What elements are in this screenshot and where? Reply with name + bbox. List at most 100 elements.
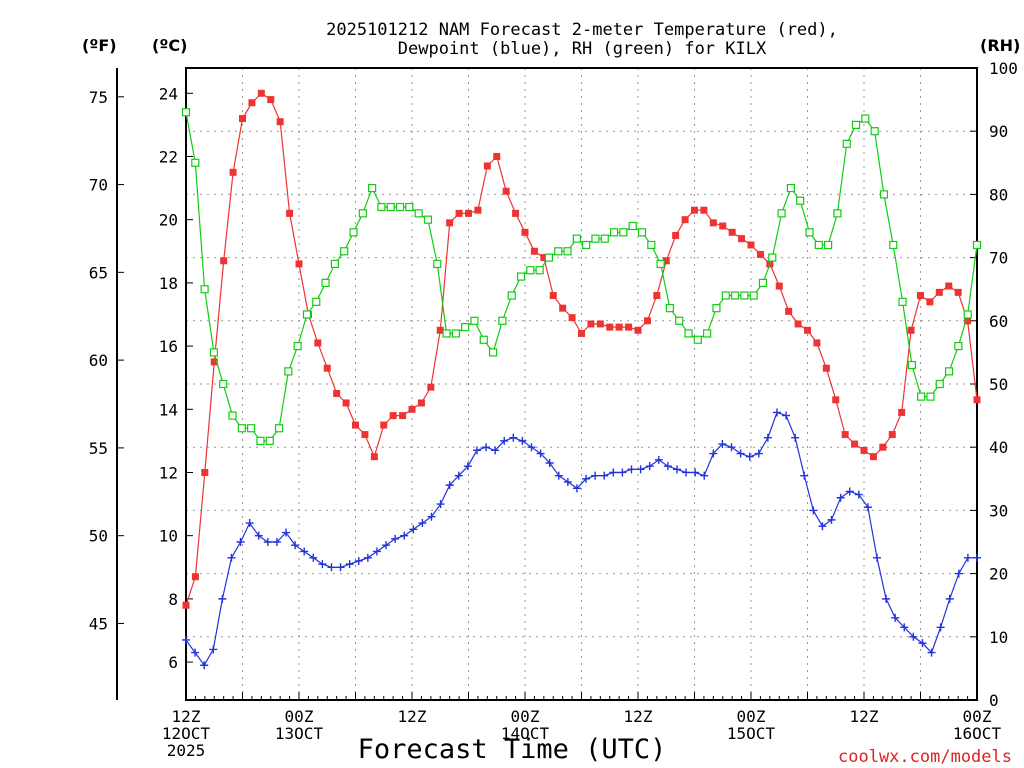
temperature-point (756, 250, 764, 258)
x-tick-label: 16OCT (953, 724, 1002, 743)
rh-point (917, 392, 926, 401)
rh-point (284, 367, 293, 376)
x-tick-label: 12Z (398, 707, 427, 726)
temperature-point (700, 206, 708, 214)
rh-point (498, 316, 507, 325)
temperature-point (436, 326, 444, 334)
temperature-point (286, 209, 294, 217)
dewpoint-point (963, 553, 972, 562)
temperature-point (728, 228, 736, 236)
temperature-point (512, 209, 520, 217)
dewpoint-point (636, 465, 645, 474)
rh-point (358, 209, 367, 218)
rh-point (200, 285, 209, 294)
temperature-point (615, 323, 623, 331)
temperature-point (879, 443, 887, 451)
dewpoint-point (309, 553, 318, 562)
celsius-tick-label: 12 (159, 463, 178, 482)
chart-title-line1: 2025101212 NAM Forecast 2-meter Temperat… (326, 20, 838, 40)
dewpoint-point (363, 553, 372, 562)
temperature-point (267, 96, 275, 104)
temperature-point (417, 399, 425, 407)
dewpoint-point (609, 468, 618, 477)
temperature-point (625, 323, 633, 331)
rh-point (526, 266, 535, 275)
rh-tick-label: 20 (989, 565, 1008, 584)
dewpoint-point (263, 538, 272, 546)
rh-point (619, 228, 628, 237)
rh-point (312, 297, 321, 306)
fahrenheit-tick-label: 75 (89, 88, 108, 107)
temperature-point (333, 389, 341, 397)
dewpoint-point (218, 594, 227, 603)
rh-point (656, 259, 665, 269)
temperature-point (276, 118, 284, 126)
fahrenheit-tick-label: 55 (89, 439, 108, 458)
dewpoint-point (518, 436, 527, 445)
dewpoint-point (182, 635, 190, 644)
dewpoint-point (463, 462, 472, 471)
rh-point (442, 329, 451, 338)
rh-point (395, 202, 405, 212)
rh-point (256, 436, 265, 445)
rh-point (461, 323, 470, 332)
rh-point (247, 424, 256, 433)
dewpoint-point (800, 471, 809, 480)
temperature-point (869, 453, 877, 461)
rh-point (665, 304, 675, 313)
dewpoint-point (327, 563, 336, 572)
dewpoint-point (900, 623, 909, 632)
dewpoint-point (973, 553, 981, 562)
x-tick-label: 13OCT (275, 724, 324, 743)
rh-point (693, 335, 702, 344)
rh-point (926, 392, 935, 401)
rh-point (879, 190, 889, 199)
dewpoint-point (572, 484, 581, 493)
dewpoint-point (936, 623, 945, 632)
rh-point (479, 335, 488, 344)
fahrenheit-tick-label: 70 (89, 176, 108, 195)
celsius-tick-label: 14 (159, 400, 178, 419)
dewpoint-point (745, 452, 754, 461)
temperature-point (822, 364, 830, 372)
dewpoint-point (918, 639, 927, 648)
temperature-point (314, 339, 322, 347)
temperature-point (662, 257, 670, 265)
temperature-point (465, 209, 472, 217)
celsius-tick-label: 22 (159, 147, 178, 166)
dewpoint-point (318, 560, 327, 569)
rh-point (451, 329, 460, 338)
rh-point (516, 272, 526, 281)
dewpoint-point (927, 648, 936, 657)
temperature-point (813, 339, 821, 347)
dewpoint-point (563, 477, 572, 486)
rh-point (544, 253, 554, 262)
temperature-point (182, 601, 190, 609)
temperature-point (917, 292, 924, 300)
temperature-point (201, 468, 209, 476)
rh-point (824, 240, 833, 250)
rh-point (423, 215, 433, 224)
rh-point (181, 108, 191, 117)
dewpoint-point (472, 446, 481, 455)
dewpoint-point (454, 471, 463, 480)
rh-point (647, 240, 656, 250)
temperature-point (709, 219, 717, 227)
rh-point (740, 291, 749, 300)
rh-tick-label: 60 (989, 312, 1008, 331)
dewpoint-point (891, 613, 900, 622)
celsius-tick-label: 20 (159, 211, 178, 230)
temperature-point (907, 326, 915, 334)
dewpoint-point (627, 465, 636, 474)
rh-tick-label: 100 (989, 59, 1018, 78)
rh-point (889, 240, 898, 250)
temperature-point (229, 168, 237, 176)
rh-point (758, 278, 768, 287)
dewpoint-point (700, 471, 709, 480)
rh-point (302, 310, 312, 319)
dewpoint-point (718, 440, 727, 449)
dewpoint-point (645, 462, 654, 471)
temperature-point (295, 260, 303, 268)
dewpoint-point (491, 446, 500, 455)
rh-point (963, 310, 972, 319)
